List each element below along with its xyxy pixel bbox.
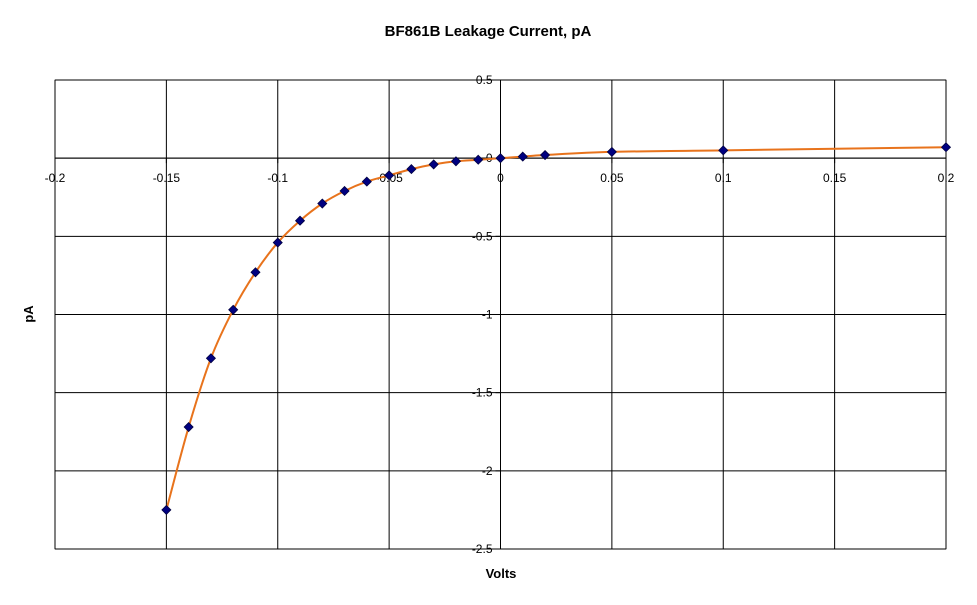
x-tick-label: 0	[497, 171, 504, 185]
x-tick-label: 0.05	[600, 171, 624, 185]
y-tick-label: -0.5	[472, 229, 493, 243]
x-axis-title: Volts	[486, 566, 517, 581]
x-tick-label: 0.1	[715, 171, 732, 185]
data-point	[428, 159, 439, 170]
x-tick-label: -0.15	[153, 171, 181, 185]
data-point	[539, 149, 551, 161]
data-point	[406, 164, 417, 175]
data-point	[205, 353, 216, 364]
data-point	[317, 198, 328, 209]
data-point	[495, 153, 506, 164]
y-tick-label: -1	[482, 308, 493, 322]
y-axis-title: pA	[21, 305, 36, 323]
y-tick-label: -2.5	[472, 542, 493, 556]
plot-area: -0.2-0.15-0.1-0.0500.050.10.150.20.50-0.…	[45, 73, 955, 556]
data-point	[450, 156, 462, 167]
data-point	[473, 154, 484, 165]
x-tick-label: 0.2	[938, 171, 955, 185]
data-point	[228, 304, 239, 315]
y-tick-label: -1.5	[472, 386, 493, 400]
x-tick-label: -0.1	[267, 171, 288, 185]
data-point	[517, 151, 528, 162]
data-point	[183, 421, 194, 433]
y-tick-label: -2	[482, 464, 493, 478]
data-point	[718, 145, 729, 156]
data-point	[250, 267, 261, 278]
series-line	[165, 146, 947, 511]
data-point	[161, 504, 172, 515]
chart-title: BF861B Leakage Current, pA	[385, 23, 592, 40]
data-point	[272, 237, 283, 248]
x-tick-label: 0.15	[823, 171, 847, 185]
y-tick-label: 0.5	[476, 73, 493, 87]
data-point	[294, 215, 306, 226]
x-tick-label: -0.2	[45, 171, 66, 185]
data-point	[339, 185, 350, 197]
data-point	[606, 146, 617, 157]
data-point	[384, 170, 395, 181]
data-point	[361, 176, 372, 187]
data-point	[940, 142, 952, 153]
